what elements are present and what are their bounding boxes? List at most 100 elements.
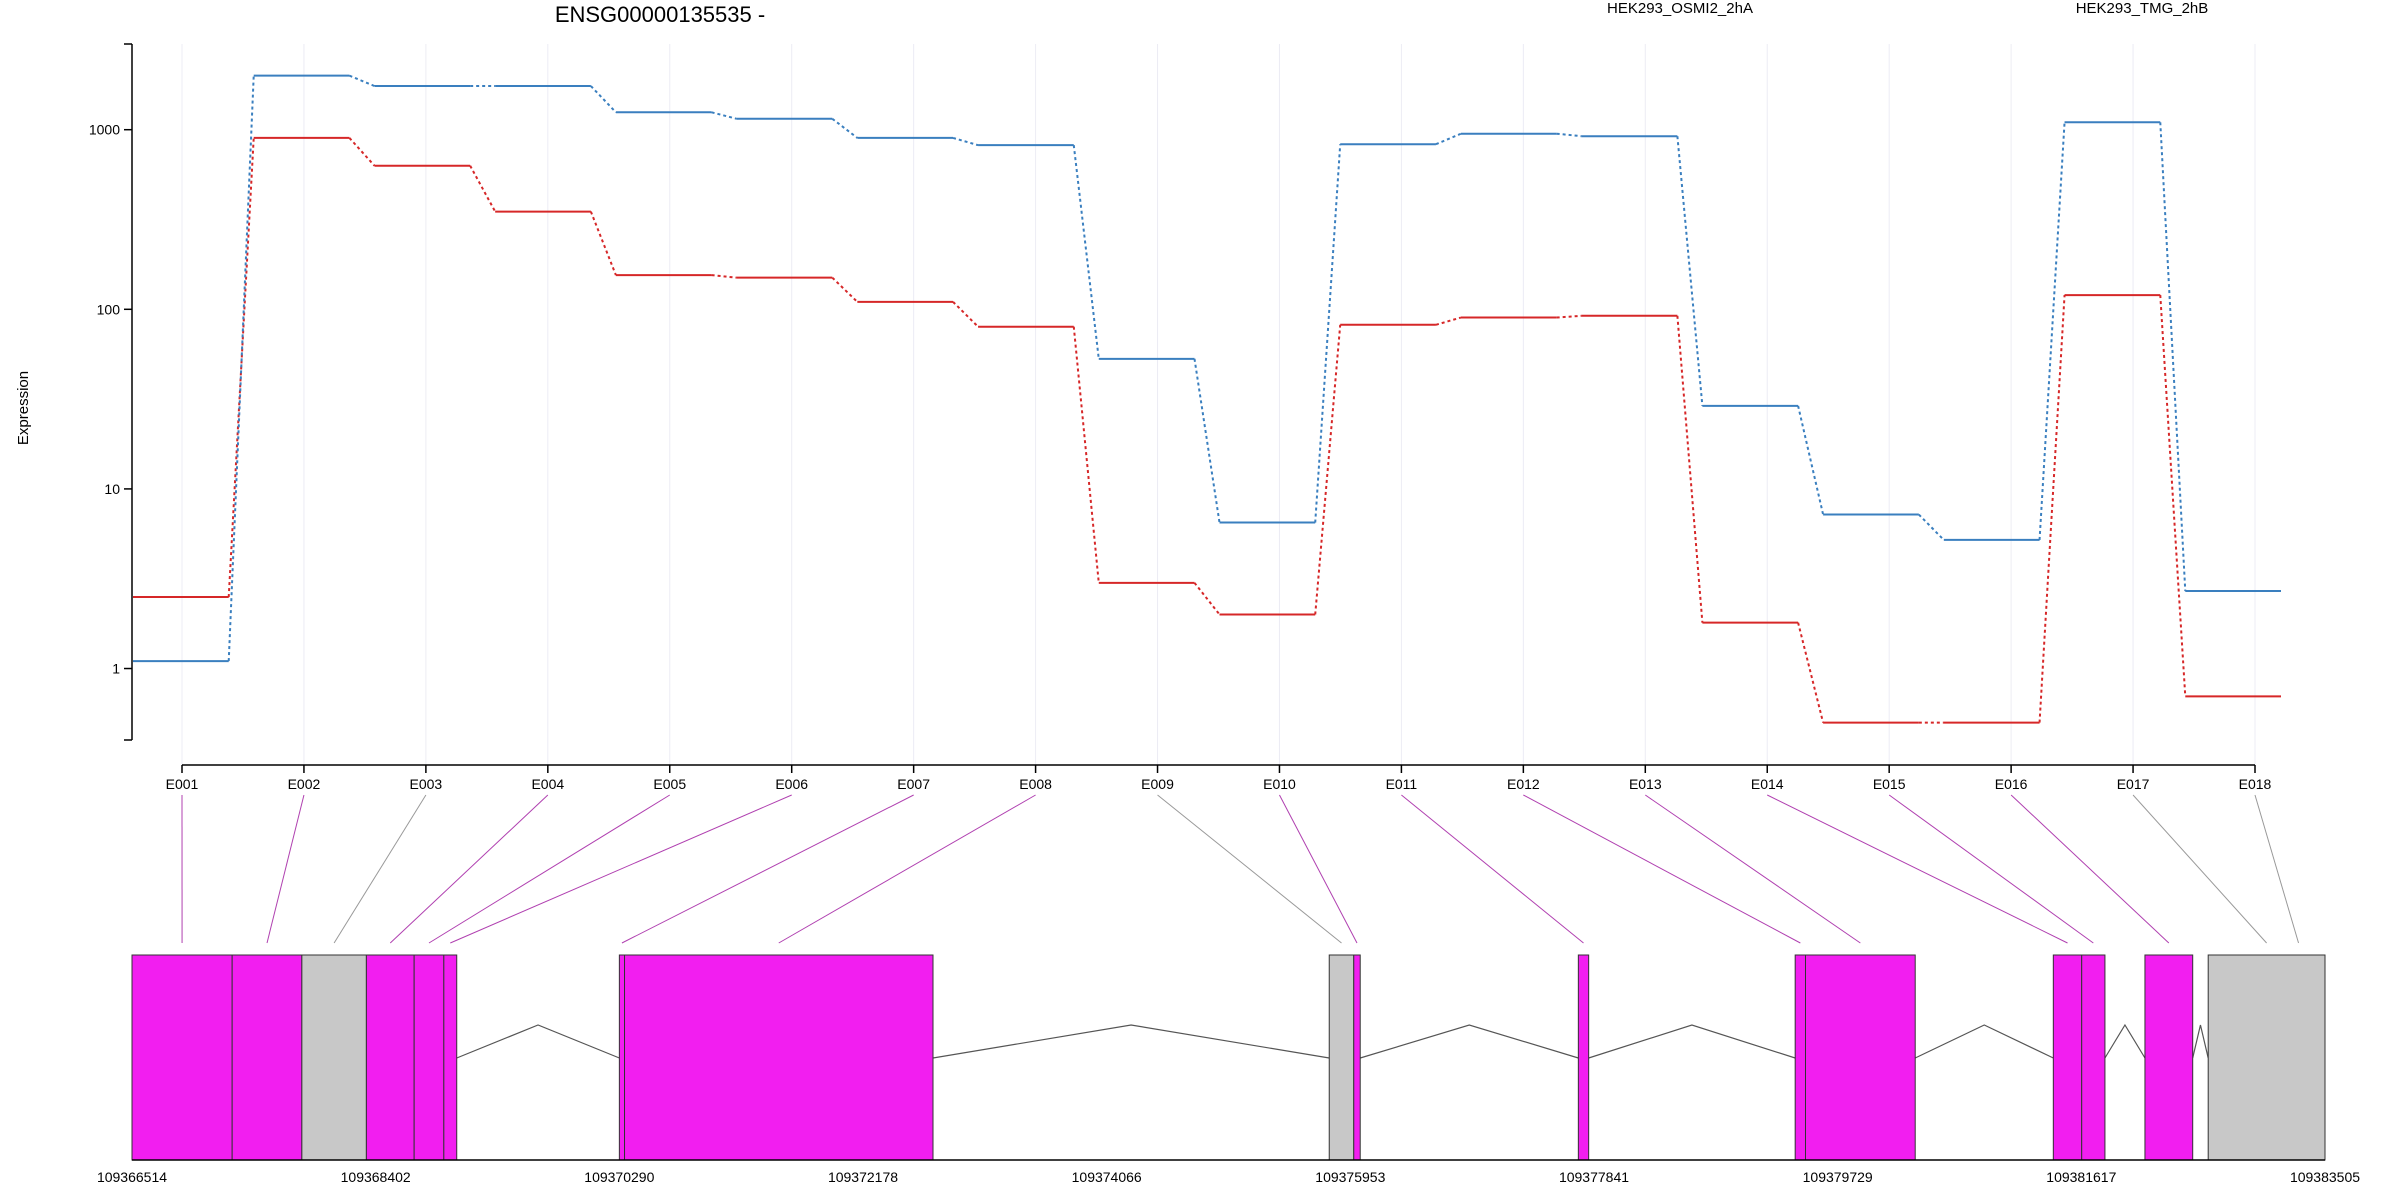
connector-e009 xyxy=(1157,794,1342,944)
series-0-step-e006 xyxy=(831,276,859,303)
connector-e016 xyxy=(2010,794,2170,944)
coordinate-label-109370290: 109370290 xyxy=(584,1169,654,1185)
series-1-step-e010 xyxy=(1314,144,1342,523)
x-tick-label-e005: E005 xyxy=(653,776,686,792)
series-1-step-e015 xyxy=(1918,513,1945,541)
series-0-step-e004 xyxy=(589,211,617,276)
series-1-step-e006 xyxy=(831,117,858,139)
exon-e011 xyxy=(1577,954,1590,1161)
exon-e006 xyxy=(443,954,458,1161)
series-1-step-e011 xyxy=(1435,132,1462,146)
series-lines xyxy=(133,74,2281,724)
exon-e013 xyxy=(1805,954,1916,1161)
genomic-coordinate-axis: 109366514 109368402 109370290 109372178 1093… xyxy=(97,1159,2360,1185)
exon-e005 xyxy=(413,954,445,1161)
connector-e014 xyxy=(1767,794,2068,944)
exon-e004 xyxy=(365,954,415,1161)
x-tick-label-e014: E014 xyxy=(1751,776,1784,792)
x-tick-label-e012: E012 xyxy=(1507,776,1540,792)
connector-e005 xyxy=(428,794,671,944)
y-axis: 1 10 100 1000 xyxy=(89,43,133,741)
intron-2 xyxy=(932,1024,1330,1059)
connector-e013 xyxy=(1645,794,1861,944)
legend-series-osmi2: HEK293_OSMI2_2hA xyxy=(1607,0,1753,17)
exon-e008 xyxy=(624,954,934,1161)
x-axis: E001 E002 E003 E004 E005 E006 E007 E008 E009 E010… xyxy=(166,764,2272,792)
connector-e018 xyxy=(2254,794,2300,944)
bin-connectors xyxy=(181,794,2300,944)
legend-series-tmg: HEK293_TMG_2hB xyxy=(2076,0,2209,17)
coordinate-label-109366514: 109366514 xyxy=(97,1169,167,1185)
series-0-step-e016 xyxy=(2038,295,2066,723)
connector-e003 xyxy=(333,794,427,944)
series-tmg xyxy=(133,74,2281,663)
series-0-step-e010 xyxy=(1314,324,1342,615)
series-0-step-e011 xyxy=(1435,316,1462,326)
series-0-step-e012 xyxy=(1556,314,1582,319)
x-tick-label-e008: E008 xyxy=(1019,776,1052,792)
x-tick-label-e001: E001 xyxy=(166,776,199,792)
exon-e007 xyxy=(618,954,626,1161)
series-1-step-e001 xyxy=(227,75,255,662)
series-0-step-e017 xyxy=(2159,295,2187,697)
x-tick-label-e002: E002 xyxy=(288,776,321,792)
x-tick-label-e016: E016 xyxy=(1995,776,2028,792)
series-0-step-e001 xyxy=(227,137,255,598)
coordinate-label-109379729: 109379729 xyxy=(1803,1169,1873,1185)
x-tick-label-e003: E003 xyxy=(410,776,443,792)
series-1-step-e017 xyxy=(2159,122,2187,592)
series-0-step-e009 xyxy=(1193,582,1221,616)
series-1-step-e002 xyxy=(349,74,375,87)
connector-e015 xyxy=(1888,794,2094,944)
coordinate-label-109381617: 109381617 xyxy=(2046,1169,2116,1185)
y-tick-label-1000: 1000 xyxy=(89,122,120,138)
series-1-step-e008 xyxy=(1072,145,1100,359)
coordinate-label-109375953: 109375953 xyxy=(1315,1169,1385,1185)
exon-e010 xyxy=(1353,954,1361,1161)
x-tick-label-e009: E009 xyxy=(1141,776,1174,792)
connector-e007 xyxy=(621,794,914,944)
connector-e006 xyxy=(450,794,792,944)
x-tick-label-e006: E006 xyxy=(775,776,808,792)
intron-1 xyxy=(456,1024,620,1059)
y-tick-label-100: 100 xyxy=(97,301,121,317)
intron-5 xyxy=(1914,1024,2054,1059)
coordinate-label-109368402: 109368402 xyxy=(341,1169,411,1185)
series-1-step-e007 xyxy=(952,136,979,147)
gridlines xyxy=(181,44,2256,765)
intron-7 xyxy=(2192,1024,2209,1059)
coordinate-label-109383505: 109383505 xyxy=(2290,1169,2360,1185)
x-tick-label-e011: E011 xyxy=(1386,776,1418,792)
connector-e008 xyxy=(778,794,1036,944)
series-0-step-e014 xyxy=(1797,622,1825,723)
intron-6 xyxy=(2104,1023,2146,1059)
connector-e012 xyxy=(1523,794,1801,944)
exon-e015 xyxy=(2081,954,2106,1161)
series-1-step-e009 xyxy=(1193,358,1221,523)
series-0-step-e007 xyxy=(952,301,979,328)
connector-e002 xyxy=(266,794,305,944)
x-tick-label-e013: E013 xyxy=(1629,776,1662,792)
series-0-step-e013 xyxy=(1676,315,1704,623)
series-1-step-e004 xyxy=(590,85,617,113)
y-axis-label: Expression xyxy=(15,371,32,445)
connector-e004 xyxy=(389,794,549,944)
series-0-step-e003 xyxy=(469,165,497,213)
exon-e017 xyxy=(2207,954,2326,1161)
intron-3 xyxy=(1360,1024,1579,1059)
x-tick-label-e007: E007 xyxy=(897,776,930,792)
exon-e014 xyxy=(2052,954,2083,1161)
exon-e009 xyxy=(1328,954,1355,1161)
exon-e002 xyxy=(231,954,303,1161)
gene-model-track xyxy=(131,954,2326,1161)
x-tick-label-e017: E017 xyxy=(2117,776,2150,792)
x-tick-label-e015: E015 xyxy=(1873,776,1906,792)
coordinate-label-109372178: 109372178 xyxy=(828,1169,898,1185)
exon-e016 xyxy=(2144,954,2194,1161)
chart-title: ENSG00000135535 - xyxy=(555,2,765,27)
y-tick-label-10: 10 xyxy=(104,481,120,497)
exon-e001 xyxy=(131,954,233,1161)
x-tick-label-e010: E010 xyxy=(1263,776,1296,792)
exon-e003 xyxy=(301,954,367,1161)
connector-e011 xyxy=(1401,794,1584,944)
